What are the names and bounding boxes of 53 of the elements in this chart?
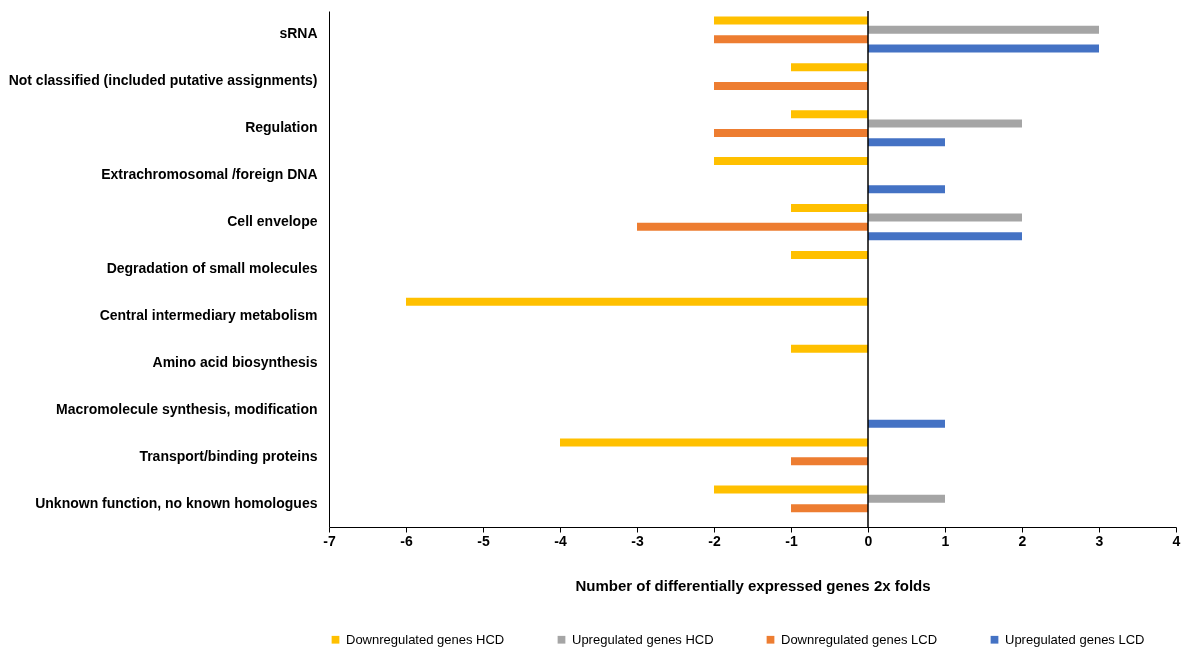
bar bbox=[868, 138, 945, 147]
bar bbox=[868, 419, 945, 428]
bar bbox=[791, 250, 868, 259]
bar bbox=[791, 344, 868, 353]
x-tick-label: -6 bbox=[400, 532, 413, 549]
bar bbox=[714, 82, 868, 91]
legend-label: Upregulated genes HCD bbox=[572, 631, 714, 647]
y-tick-label: Macromolecule synthesis, modification bbox=[56, 400, 318, 417]
bar bbox=[637, 222, 868, 231]
x-axis-title: Number of differentially expressed genes 2x folds bbox=[575, 576, 931, 594]
bar bbox=[868, 119, 1022, 128]
x-tick-label: -4 bbox=[554, 532, 567, 549]
bar bbox=[868, 25, 1099, 34]
bar bbox=[714, 485, 868, 494]
bar bbox=[791, 204, 868, 213]
bar bbox=[791, 110, 868, 119]
y-tick-label: Not classified (included putative assignments) bbox=[8, 72, 318, 89]
bar bbox=[791, 457, 868, 466]
y-tick-label: Degradation of small molecules bbox=[106, 260, 318, 276]
x-tick-label: 1 bbox=[941, 532, 950, 549]
bar bbox=[868, 232, 1022, 241]
legend-label: Upregulated genes LCD bbox=[1005, 631, 1145, 647]
legend-label: Downregulated genes HCD bbox=[346, 631, 505, 647]
y-tick-label: Transport/binding proteins bbox=[139, 447, 318, 464]
bar bbox=[868, 494, 945, 503]
bar bbox=[714, 35, 868, 44]
x-tick-label: -3 bbox=[631, 532, 644, 549]
bar bbox=[714, 16, 868, 25]
x-tick-label: -2 bbox=[708, 532, 721, 549]
x-tick-label: -5 bbox=[477, 532, 490, 549]
y-tick-label: Extrachromosomal /foreign DNA bbox=[101, 166, 318, 183]
y-tick-label: Unknown function, no known homologues bbox=[35, 494, 318, 511]
x-tick-label: -7 bbox=[323, 532, 336, 549]
bar bbox=[791, 63, 868, 72]
y-tick-label: Central intermediary metabolism bbox=[99, 306, 318, 323]
x-tick-label: -1 bbox=[785, 532, 798, 549]
x-tick-label: 0 bbox=[864, 532, 873, 549]
bar bbox=[406, 297, 868, 306]
x-tick-label: 4 bbox=[1172, 532, 1181, 549]
y-tick-label: Amino acid biosynthesis bbox=[152, 353, 318, 370]
bar bbox=[714, 157, 868, 166]
bar bbox=[791, 504, 868, 513]
legend-label: Downregulated genes LCD bbox=[781, 631, 938, 647]
bar bbox=[714, 128, 868, 137]
bar bbox=[560, 438, 868, 447]
bar bbox=[868, 44, 1099, 53]
y-tick-label: sRNA bbox=[279, 25, 318, 42]
y-tick-label: Regulation bbox=[245, 119, 318, 136]
x-tick-label: 2 bbox=[1018, 532, 1027, 549]
bar bbox=[868, 185, 945, 194]
bar bbox=[868, 213, 1022, 222]
y-tick-label: Cell envelope bbox=[227, 213, 318, 230]
x-tick-label: 3 bbox=[1095, 532, 1104, 549]
